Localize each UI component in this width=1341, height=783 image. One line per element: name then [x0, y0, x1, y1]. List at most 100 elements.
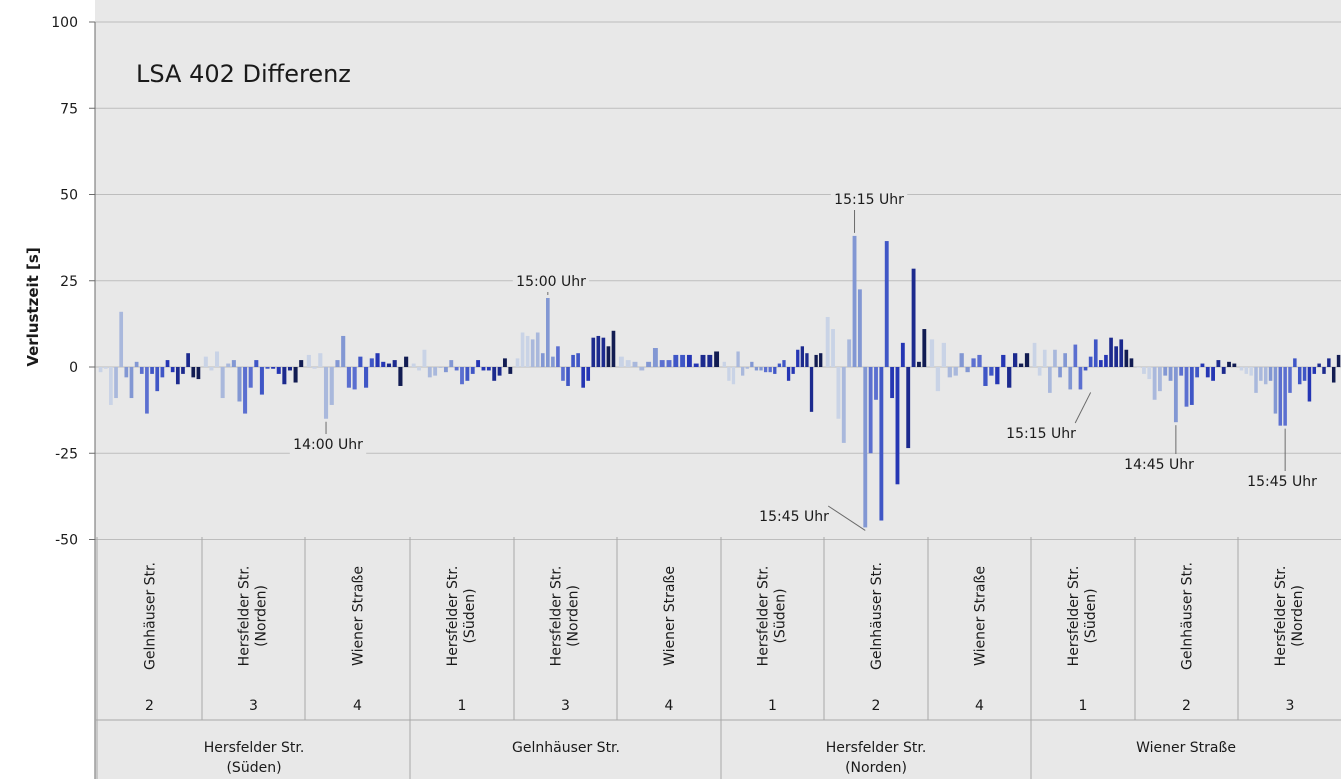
bar — [433, 367, 438, 376]
bar — [777, 363, 782, 367]
bar — [727, 367, 731, 381]
bar — [150, 367, 154, 374]
bar — [995, 367, 1000, 385]
bar — [1249, 367, 1253, 376]
bar — [1158, 367, 1162, 392]
bar — [1195, 367, 1200, 378]
bar — [1147, 367, 1152, 380]
approach-label: Hersfelder Str.(Norden) — [549, 566, 582, 667]
bar — [809, 367, 814, 412]
bar — [868, 367, 873, 454]
bar — [965, 367, 970, 373]
bar — [470, 367, 475, 374]
bar — [259, 367, 264, 395]
bar — [754, 367, 759, 371]
bar — [680, 354, 686, 367]
bar — [203, 356, 208, 367]
bar — [508, 367, 513, 374]
annotation-label: 15:15 Uhr — [834, 192, 904, 208]
bar — [1083, 367, 1088, 371]
bar — [1136, 367, 1141, 368]
bar — [1232, 363, 1237, 367]
annotation-label: 14:00 Uhr — [293, 437, 363, 453]
bar — [1293, 358, 1297, 367]
annotation-leader — [1074, 392, 1092, 424]
bar — [254, 360, 259, 367]
bar — [1254, 367, 1258, 393]
bar — [1216, 360, 1221, 367]
bar — [460, 367, 464, 385]
approach-label: Gelnhäuser Str. — [143, 562, 159, 670]
bar — [768, 367, 772, 373]
bar — [700, 354, 706, 367]
bar — [1163, 367, 1168, 376]
bar — [796, 349, 800, 367]
plot-background — [95, 0, 1341, 779]
bar — [486, 367, 491, 371]
y-tick-label: 100 — [51, 15, 78, 31]
bar — [129, 367, 134, 399]
bar — [639, 367, 645, 371]
bar — [1184, 367, 1189, 407]
bar — [805, 353, 809, 367]
bar — [741, 367, 745, 376]
bar — [1283, 367, 1287, 426]
bar — [601, 337, 606, 367]
bar — [243, 367, 248, 414]
bar — [1109, 337, 1113, 367]
bar — [736, 351, 740, 367]
bar — [282, 367, 287, 385]
bar — [352, 367, 357, 390]
bar — [1099, 360, 1103, 367]
bar — [929, 339, 935, 367]
bar — [427, 367, 432, 378]
bar — [1078, 367, 1083, 390]
approach-label: Hersfelder Str.(Norden) — [237, 566, 270, 667]
bar — [863, 367, 868, 528]
bar — [438, 367, 443, 368]
bar — [1001, 354, 1006, 367]
bar — [196, 367, 201, 380]
bar — [606, 346, 611, 367]
bar — [1211, 367, 1215, 381]
bar — [814, 354, 818, 367]
bar — [722, 361, 726, 367]
bar — [1317, 363, 1321, 367]
bar — [175, 367, 180, 385]
bar — [1032, 342, 1037, 367]
bar — [186, 353, 190, 367]
approach-number: 4 — [665, 698, 674, 714]
bar — [1227, 361, 1231, 367]
bar — [646, 361, 652, 367]
bar — [124, 367, 129, 378]
annotation-background — [755, 506, 833, 527]
bar — [398, 367, 403, 386]
bar — [318, 353, 323, 367]
annotation-background — [1243, 471, 1321, 492]
annotation-background — [1120, 454, 1198, 475]
bar — [1173, 367, 1178, 423]
approach-number: 2 — [1182, 698, 1191, 714]
bar — [417, 367, 421, 371]
bar — [346, 367, 351, 388]
bar — [1007, 367, 1012, 388]
bar — [540, 353, 545, 367]
group-label: Wiener Straße — [1136, 740, 1236, 756]
bar — [404, 356, 409, 367]
approach-label: Hersfelder Str.(Süden) — [445, 566, 478, 667]
bar — [884, 241, 889, 367]
bar — [381, 361, 386, 367]
bar — [191, 367, 196, 378]
bar — [935, 367, 941, 392]
bar — [1244, 367, 1249, 374]
bar — [686, 354, 692, 367]
bar — [586, 367, 591, 381]
bar — [983, 367, 988, 386]
bar — [971, 358, 976, 367]
bar — [170, 367, 175, 373]
bar — [632, 361, 638, 367]
bar — [947, 367, 952, 378]
bar — [160, 367, 165, 378]
bar — [571, 354, 575, 367]
